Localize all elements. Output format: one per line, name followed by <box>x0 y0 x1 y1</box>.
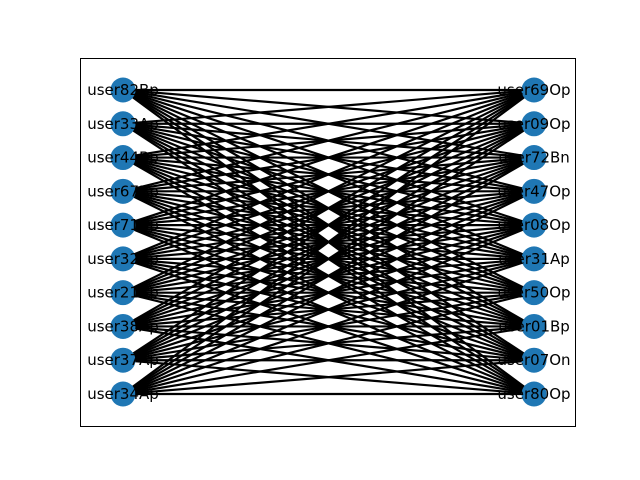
node-label-user69Op: user69Op <box>497 81 570 99</box>
node-label-user33Ap: user33Ap <box>87 115 159 133</box>
node-label-user08Op: user08Op <box>497 216 570 234</box>
node-user31Ap <box>521 246 547 272</box>
edge-layer <box>122 88 535 396</box>
node-user34Ap <box>110 381 136 407</box>
node-user08Op <box>521 212 547 238</box>
node-label-user01Bp: user01Bp <box>498 317 570 335</box>
edge-user34Ap-user01Bp <box>122 325 535 396</box>
edge-user33Ap-user69Op <box>122 88 535 125</box>
node-user09Op <box>521 111 547 137</box>
node-user50Op <box>521 280 547 306</box>
node-user69Op <box>521 77 547 103</box>
edge-user34Ap-user69Op <box>122 89 535 395</box>
edge-user34Ap-user31Ap <box>122 257 535 396</box>
edge-user34Ap-user47Op <box>122 190 535 395</box>
node-label-user72Bn: user72Bn <box>498 149 570 167</box>
node-user21Bp <box>110 280 136 306</box>
node-user32Ap <box>110 246 136 272</box>
node-user33Ap <box>110 111 136 137</box>
node-user72Bn <box>521 145 547 171</box>
node-user47Op <box>521 178 547 204</box>
edge-user37Ap-user69Op <box>122 89 535 362</box>
node-user38Ap <box>110 313 136 339</box>
edge-user34Ap-user09Op <box>122 122 535 395</box>
edge-user71Bp-user69Op <box>122 88 535 227</box>
node-label-user71Bp: user71Bp <box>87 216 159 234</box>
axes-frame <box>80 58 576 427</box>
node-label-user82Bp: user82Bp <box>87 81 159 99</box>
edge-user34Ap-user08Op <box>122 224 535 396</box>
node-label-user21Bp: user21Bp <box>87 284 159 302</box>
node-label-user32Ap: user32Ap <box>87 250 159 268</box>
node-user37Ap <box>110 347 136 373</box>
node-user67Bp <box>110 178 136 204</box>
node-label-user50Op: user50Op <box>497 284 570 302</box>
node-user71Bp <box>110 212 136 238</box>
node-label-user44Bp: user44Bp <box>87 149 159 167</box>
edge-user38Ap-user69Op <box>122 89 535 328</box>
node-label-user31Ap: user31Ap <box>498 250 570 268</box>
edge-user44Bp-user69Op <box>122 88 535 159</box>
edge-user21Bp-user69Op <box>122 89 535 294</box>
node-label-user37Ap: user37Ap <box>87 351 159 369</box>
node-label-user80Op: user80Op <box>497 385 570 403</box>
node-user07On <box>521 347 547 373</box>
edge-user32Ap-user69Op <box>122 88 535 260</box>
node-user01Bp <box>521 313 547 339</box>
node-user44Bp <box>110 145 136 171</box>
node-label-user38Ap: user38Ap <box>87 317 159 335</box>
label-layer: user82Bp user33Ap user44Bp user67Bp user71Bp… <box>87 81 570 403</box>
node-layer <box>110 77 547 407</box>
node-label-user34Ap: user34Ap <box>87 385 159 403</box>
edge-user67Bp-user69Op <box>122 88 535 193</box>
node-user80Op <box>521 381 547 407</box>
edge-user34Ap-user72Bn <box>122 156 535 395</box>
node-label-user47Op: user47Op <box>497 182 570 200</box>
node-label-user07On: user07On <box>497 351 570 369</box>
node-label-user67Bp: user67Bp <box>87 182 159 200</box>
node-user82Bp <box>110 77 136 103</box>
node-label-user09Op: user09Op <box>497 115 570 133</box>
edge-user34Ap-user07On <box>122 359 535 396</box>
edge-user34Ap-user50Op <box>122 291 535 396</box>
